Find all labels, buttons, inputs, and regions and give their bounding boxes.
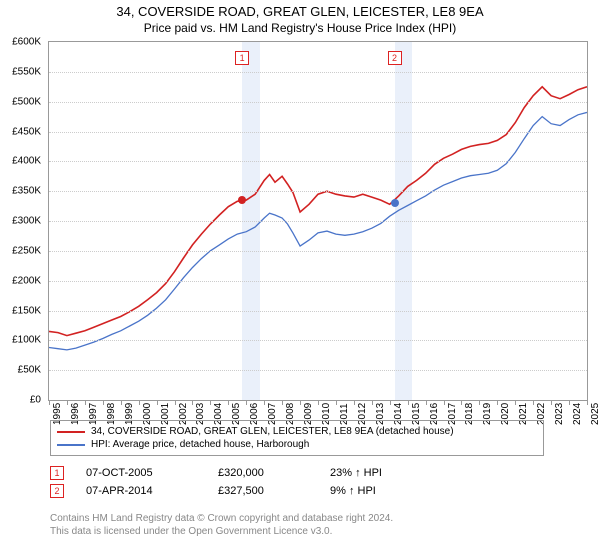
transaction-marker: 1	[50, 466, 64, 480]
y-axis-label: £200K	[0, 275, 41, 286]
footer-line-2: This data is licensed under the Open Gov…	[50, 525, 393, 538]
x-axis-label: 2023	[554, 403, 565, 425]
transaction-pct: 23% ↑ HPI	[330, 467, 382, 479]
y-axis-label: £0	[0, 395, 41, 406]
y-axis-label: £600K	[0, 37, 41, 48]
chart-marker-dot	[391, 199, 399, 207]
transaction-row: 2 07-APR-2014 £327,500 9% ↑ HPI	[50, 482, 382, 500]
y-axis-label: £500K	[0, 96, 41, 107]
y-axis-label: £300K	[0, 216, 41, 227]
y-axis-label: £250K	[0, 245, 41, 256]
y-axis-label: £400K	[0, 156, 41, 167]
chart-marker-box: 2	[388, 51, 402, 65]
y-axis-label: £550K	[0, 66, 41, 77]
transaction-date: 07-APR-2014	[86, 485, 196, 497]
transaction-price: £327,500	[218, 485, 308, 497]
legend-swatch	[57, 444, 85, 446]
transaction-pct: 9% ↑ HPI	[330, 485, 376, 497]
chart-marker-box: 1	[235, 51, 249, 65]
transaction-row: 1 07-OCT-2005 £320,000 23% ↑ HPI	[50, 464, 382, 482]
legend-row: 34, COVERSIDE ROAD, GREAT GLEN, LEICESTE…	[57, 425, 537, 438]
y-axis-label: £150K	[0, 305, 41, 316]
plot-area: £0£50K£100K£150K£200K£250K£300K£350K£400…	[48, 41, 588, 401]
footer-attribution: Contains HM Land Registry data © Crown c…	[50, 512, 393, 538]
chart-subtitle: Price paid vs. HM Land Registry's House …	[0, 19, 600, 35]
y-axis-label: £450K	[0, 126, 41, 137]
chart-title: 34, COVERSIDE ROAD, GREAT GLEN, LEICESTE…	[0, 0, 600, 19]
footer-line-1: Contains HM Land Registry data © Crown c…	[50, 512, 393, 525]
legend-label: HPI: Average price, detached house, Harb…	[91, 439, 309, 450]
legend-row: HPI: Average price, detached house, Harb…	[57, 438, 537, 451]
transaction-price: £320,000	[218, 467, 308, 479]
x-axis-label: 2025	[590, 403, 600, 425]
transaction-date: 07-OCT-2005	[86, 467, 196, 479]
x-axis-label: 2024	[572, 403, 583, 425]
legend-label: 34, COVERSIDE ROAD, GREAT GLEN, LEICESTE…	[91, 426, 454, 437]
y-axis-label: £350K	[0, 186, 41, 197]
y-axis-label: £50K	[0, 365, 41, 376]
legend: 34, COVERSIDE ROAD, GREAT GLEN, LEICESTE…	[50, 420, 544, 456]
y-axis-label: £100K	[0, 335, 41, 346]
series-line	[49, 112, 587, 350]
legend-swatch	[57, 431, 85, 433]
series-line	[49, 87, 587, 336]
transaction-marker: 2	[50, 484, 64, 498]
transaction-table: 1 07-OCT-2005 £320,000 23% ↑ HPI 2 07-APR-201…	[50, 464, 382, 500]
